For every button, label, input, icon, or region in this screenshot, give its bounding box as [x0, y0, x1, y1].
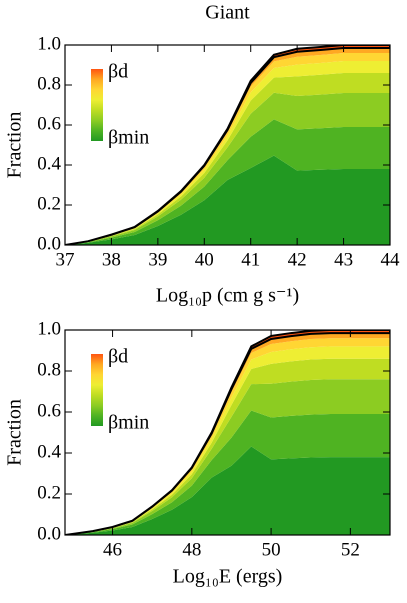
area-layer	[65, 45, 390, 245]
colorbar-top-label: βd	[108, 346, 128, 368]
x-tick-label: 50	[262, 539, 281, 560]
area-layer	[65, 410, 390, 535]
x-axis-label: Log₁₀E (ergs)	[173, 566, 283, 588]
plot-frame	[64, 329, 391, 536]
x-tick-label: 38	[102, 249, 121, 270]
y-tick-label: 0.4	[37, 153, 61, 174]
x-tick-label: 46	[103, 539, 122, 560]
x-tick-label: 42	[288, 249, 307, 270]
x-tick-label: 44	[381, 249, 401, 270]
y-tick-label: 0.2	[37, 482, 61, 503]
y-tick-label: 0.8	[37, 359, 61, 380]
x-tick-label: 37	[56, 249, 75, 270]
area-layer	[65, 155, 390, 245]
y-tick-label: 0.4	[37, 441, 61, 462]
y-axis-label: Fraction	[4, 112, 26, 179]
y-tick-label: 0.8	[37, 73, 61, 94]
area-layer	[65, 358, 390, 535]
x-tick-label: 41	[241, 249, 260, 270]
x-axis-label: Log₁₀p (cm g s⁻¹)	[156, 285, 299, 307]
y-tick-label: 0.0	[37, 233, 61, 254]
y-tick-label: 0.2	[37, 193, 61, 214]
colorbar	[91, 69, 103, 141]
area-layer	[65, 379, 390, 535]
chart-title: Giant	[205, 2, 250, 24]
colorbar-bottom-label: βmin	[108, 412, 149, 434]
y-tick-label: 0.0	[37, 523, 61, 544]
y-tick-label: 0.6	[37, 400, 61, 421]
y-tick-label: 1.0	[37, 318, 61, 339]
area-layer	[65, 92, 390, 245]
x-tick-label: 39	[148, 249, 167, 270]
y-tick-label: 0.6	[37, 113, 61, 134]
x-tick-label: 43	[334, 249, 353, 270]
area-layer	[65, 73, 390, 245]
x-tick-label: 40	[195, 249, 214, 270]
colorbar-bottom-label: βmin	[108, 127, 149, 149]
x-tick-label: 52	[341, 539, 360, 560]
area-layer	[65, 446, 390, 535]
y-tick-label: 1.0	[37, 33, 61, 54]
colorbar	[91, 354, 103, 426]
colorbar-top-label: βd	[108, 61, 128, 83]
y-axis-label: Fraction	[4, 399, 26, 466]
area-layer	[65, 330, 390, 535]
area-layer	[65, 119, 390, 245]
x-tick-label: 48	[182, 539, 201, 560]
plot-frame	[64, 44, 391, 246]
